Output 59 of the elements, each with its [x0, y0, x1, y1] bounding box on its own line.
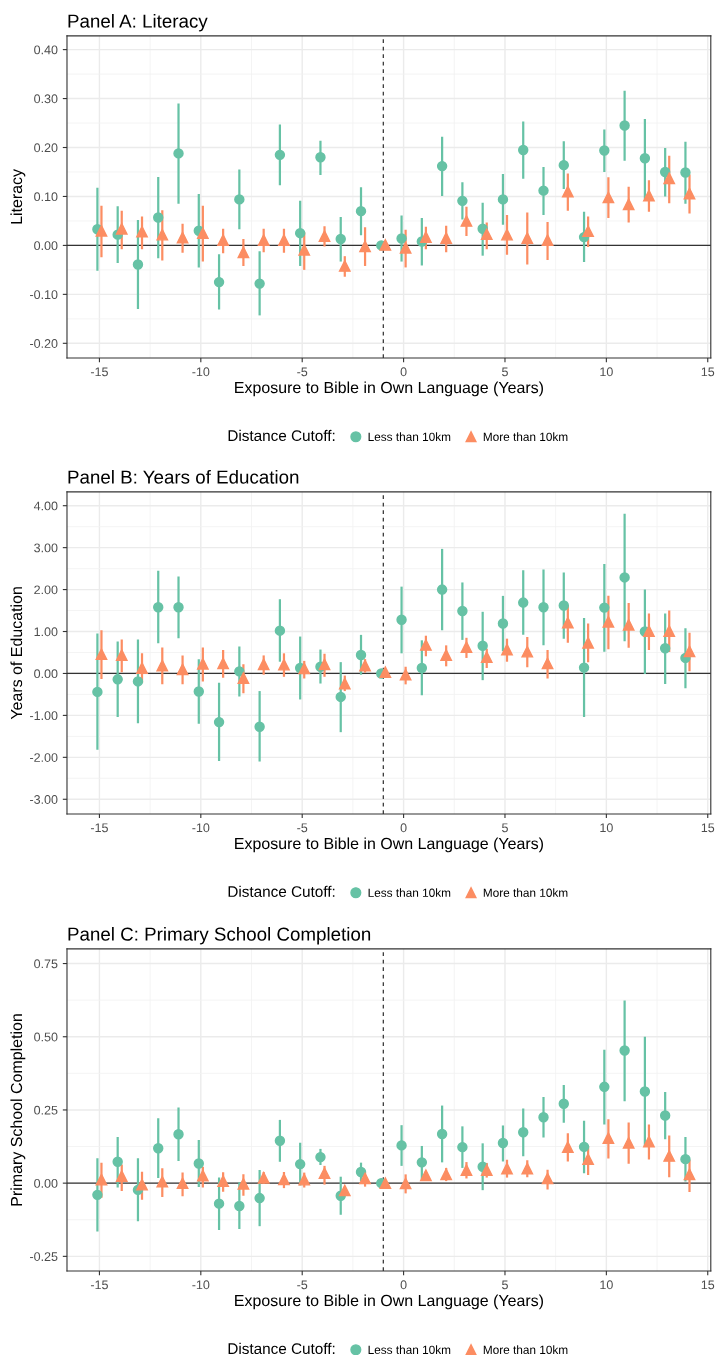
y-tick-label: -2.00 [30, 753, 58, 762]
y-tick-label: -3.00 [30, 795, 58, 804]
legend-label: Less than 10km [368, 888, 451, 897]
x-tick-label: -10 [192, 1280, 210, 1290]
chart-title: Panel C: Primary School Completion [68, 926, 371, 945]
x-tick-label: 10 [600, 1280, 613, 1290]
x-tick-label: 0 [400, 367, 407, 377]
x-tick-label: 10 [600, 823, 613, 833]
legend-label: More than 10km [483, 432, 568, 441]
y-tick-label: 0.00 [34, 1178, 58, 1188]
x-tick-label: -5 [297, 367, 308, 377]
x-axis-title: Exposure to Bible in Own Language (Years) [235, 381, 543, 397]
y-tick-label: 2.00 [34, 585, 58, 595]
x-tick-label: 15 [701, 367, 715, 377]
y-tick-label: 0.00 [34, 669, 58, 679]
x-tick-label: 10 [600, 367, 613, 377]
x-axis-title: Exposure to Bible in Own Language (Years) [235, 837, 543, 853]
y-tick-label: 0.00 [34, 241, 58, 251]
x-tick-label: -15 [90, 823, 108, 833]
x-tick-label: -5 [297, 823, 308, 833]
x-tick-label: 0 [400, 823, 407, 833]
chart-title: Panel A: Literacy [68, 13, 208, 32]
y-tick-label: 1.00 [34, 627, 58, 637]
y-tick-label: 0.50 [34, 1032, 58, 1042]
y-tick-label: 3.00 [34, 543, 58, 553]
x-axis-title: Exposure to Bible in Own Language (Years) [235, 1294, 543, 1310]
y-tick-label: 0.75 [34, 959, 58, 969]
legend-title: Distance Cutoff: [228, 1342, 335, 1355]
y-tick-label: 0.20 [34, 143, 58, 153]
y-tick-label: 0.25 [34, 1105, 58, 1115]
y-tick-label: 0.30 [34, 94, 58, 104]
x-tick-label: 0 [400, 1280, 407, 1290]
x-tick-label: -15 [90, 1280, 108, 1290]
chart-title: Panel B: Years of Education [68, 469, 299, 484]
legend-title: Distance Cutoff: [228, 429, 335, 442]
y-tick-label: -1.00 [30, 711, 58, 721]
legend-label: Less than 10km [368, 1345, 451, 1354]
x-tick-label: 15 [701, 1280, 715, 1290]
y-axis-title: Years of Education [10, 587, 23, 720]
x-tick-label: 5 [502, 1280, 508, 1290]
y-tick-label: -0.20 [30, 339, 58, 348]
legend-title: Distance Cutoff: [228, 885, 335, 897]
legend-label: More than 10km [483, 1345, 568, 1354]
x-tick-label: 5 [502, 823, 508, 833]
x-tick-label: -15 [90, 367, 108, 377]
x-tick-label: -10 [192, 367, 210, 377]
legend-label: Less than 10km [368, 432, 451, 441]
x-tick-label: 5 [502, 367, 508, 377]
y-tick-label: 0.10 [34, 192, 58, 202]
x-tick-label: -10 [192, 823, 210, 833]
y-tick-label: 0.40 [34, 45, 58, 55]
legend-label: More than 10km [483, 888, 568, 897]
y-tick-label: -0.10 [30, 290, 58, 300]
x-tick-label: -5 [297, 1280, 308, 1290]
y-tick-label: 4.00 [33, 501, 58, 511]
y-axis-title: Literacy [10, 169, 26, 224]
y-tick-label: -0.25 [30, 1252, 58, 1261]
x-tick-label: 15 [701, 823, 715, 833]
y-axis-title: Primary School Completion [10, 1014, 26, 1206]
